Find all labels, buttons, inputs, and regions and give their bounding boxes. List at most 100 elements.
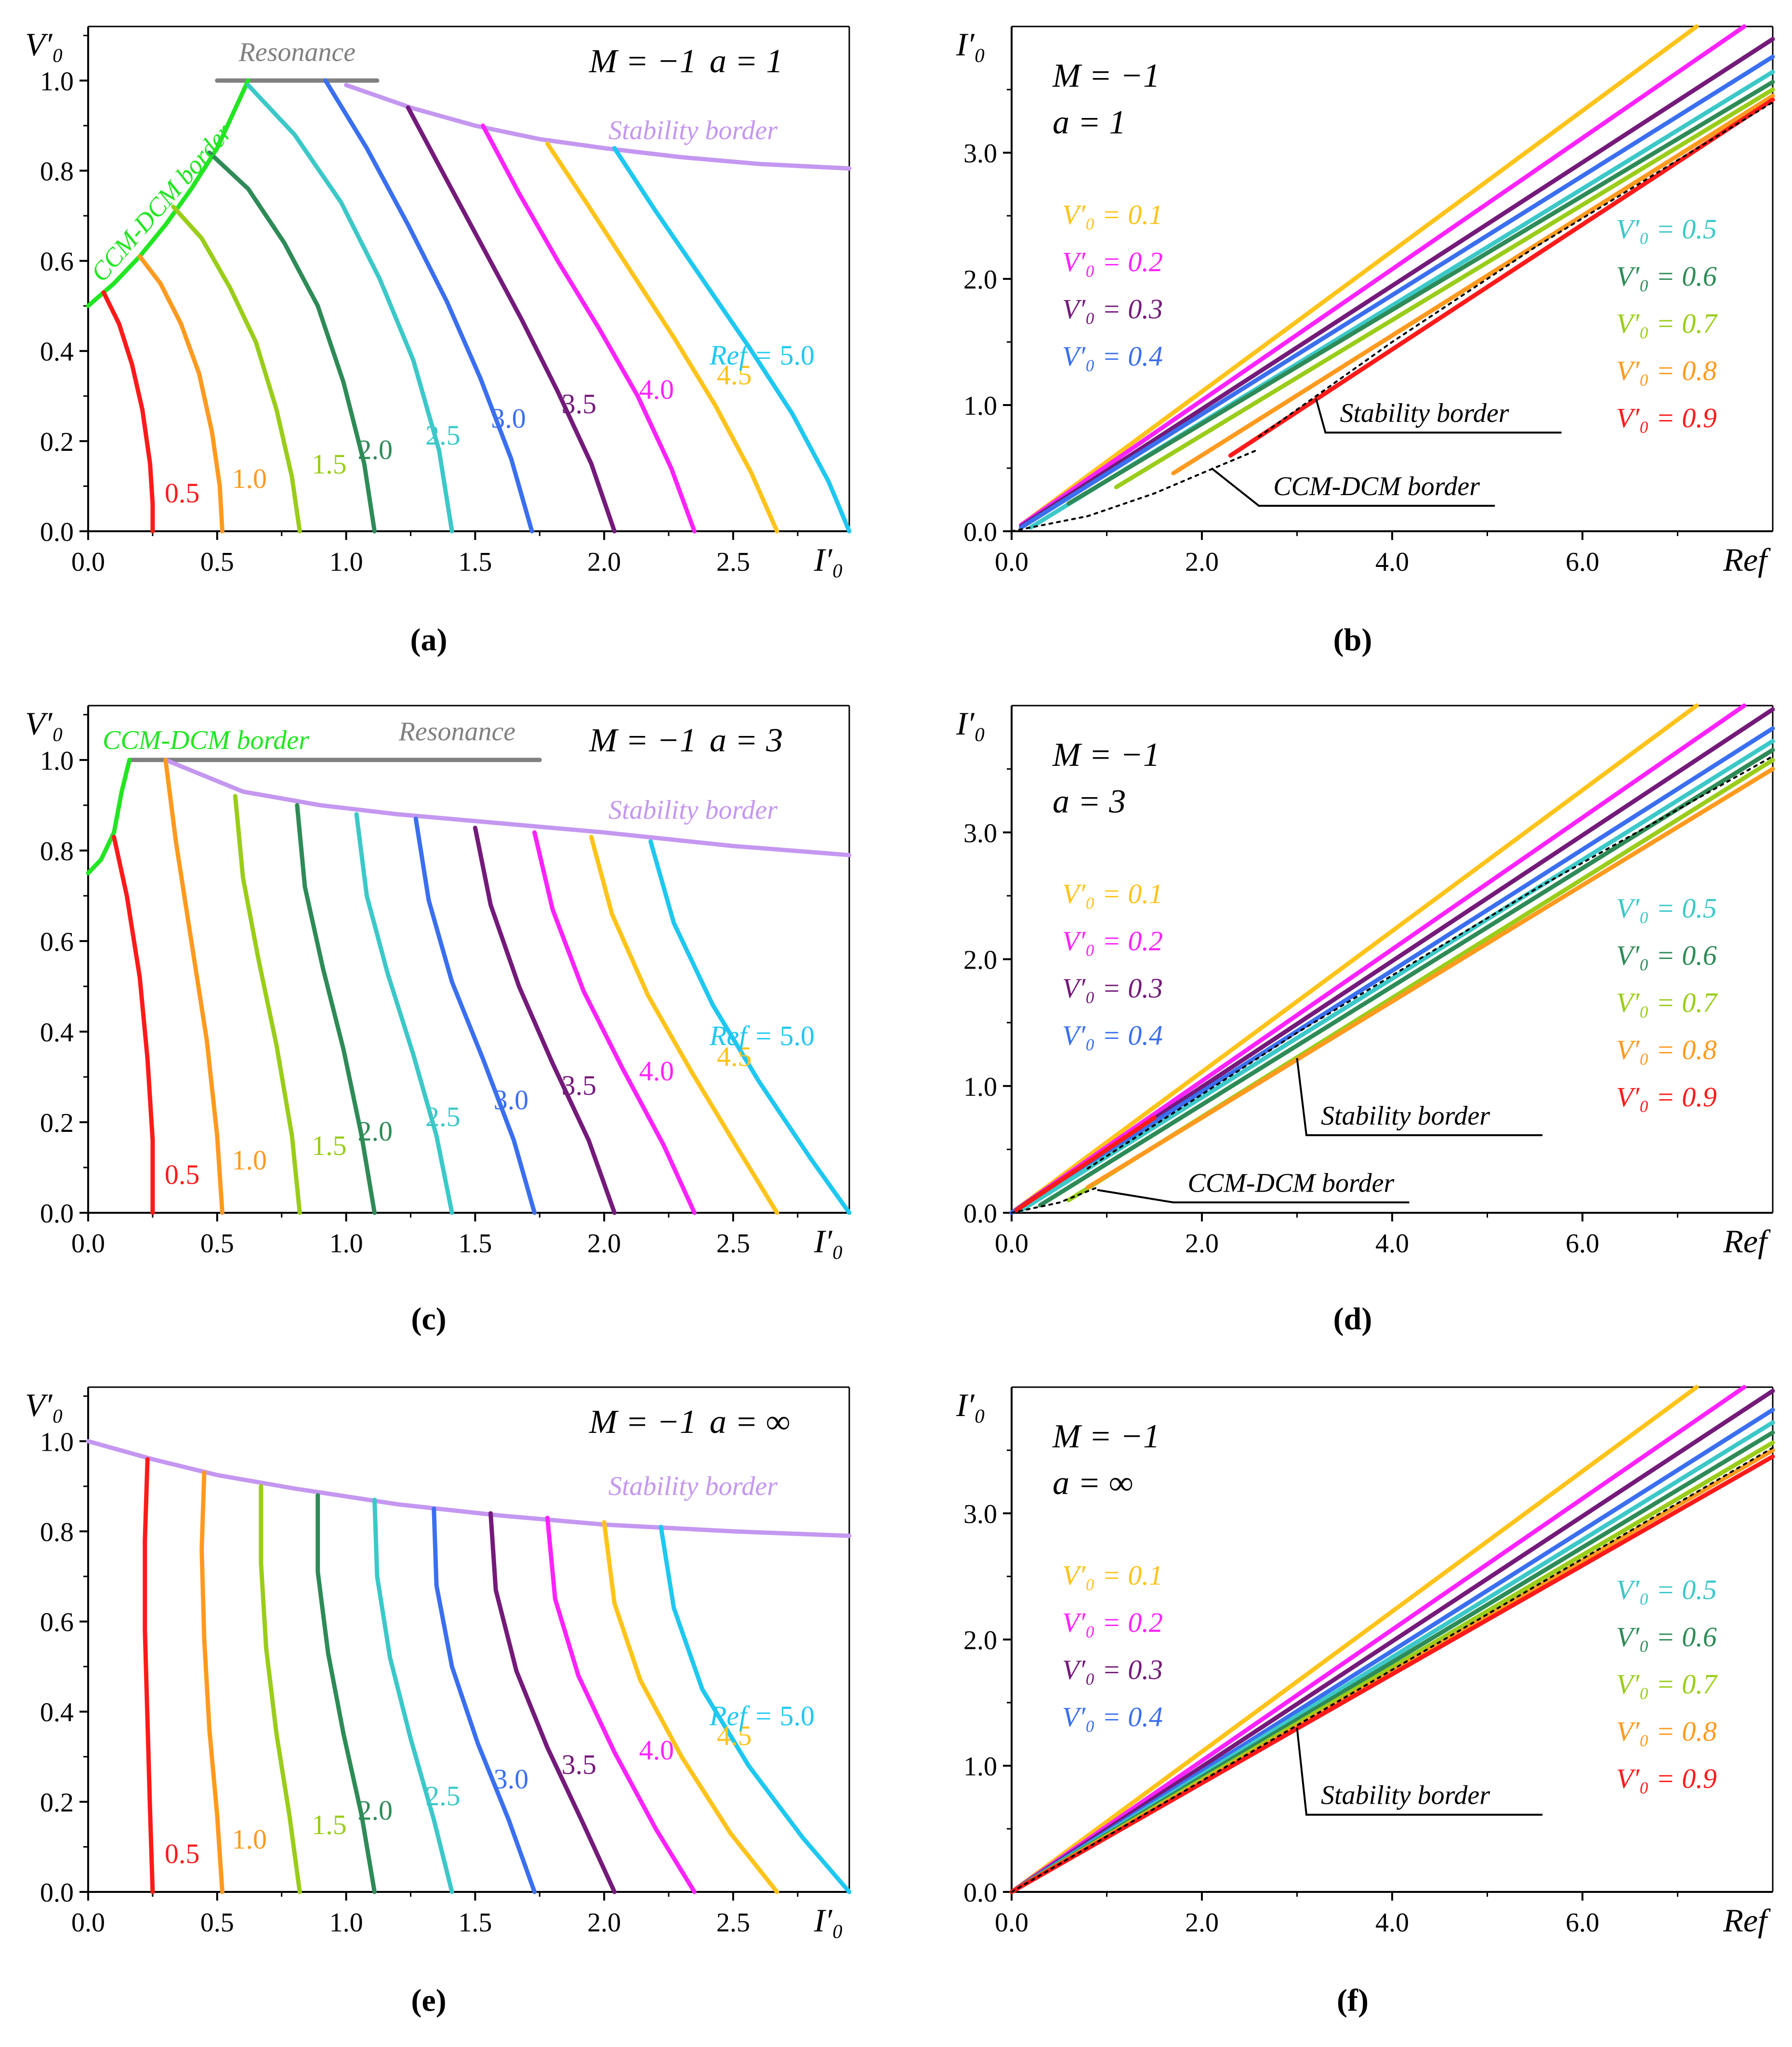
y-tick-label: 1.0 (963, 1072, 997, 1102)
title-a: a = 1 (1053, 104, 1126, 141)
y-tick-label: 2.0 (963, 1626, 997, 1655)
x-axis-label: Ref (1723, 1223, 1771, 1260)
y-tick-label: 0.0 (40, 1199, 74, 1229)
ref-curve-3.5 (488, 1511, 617, 1894)
ref-label-4.5: 4.5 (717, 359, 752, 391)
x-tick-label: 1.5 (458, 1229, 492, 1259)
ref-label-2.5: 2.5 (425, 420, 461, 451)
legend-left-item: V′₀ = 0.4 (1062, 341, 1163, 372)
x-tick-label: 1.5 (458, 547, 492, 577)
callout-label: Stability border (1321, 1781, 1490, 1811)
v-curve-0.2 (1019, 24, 1747, 527)
x-tick-label: 0.0 (71, 1229, 105, 1259)
v-curve-0.2 (1009, 1385, 1747, 1894)
ref-label-value: 5.0 (779, 340, 815, 371)
y-tick-label: 0.8 (40, 837, 74, 866)
ref-curve-3.0 (432, 1507, 537, 1894)
ccm-dcm-border-line (1011, 1186, 1098, 1214)
ref-label-value: 5.0 (779, 1700, 815, 1732)
x-tick-label: 0.0 (71, 547, 105, 577)
x-tick-label: 2.0 (1185, 547, 1219, 577)
stability-border-label: Stability border (608, 795, 777, 825)
y-axis-label: I′₀ (956, 1387, 986, 1423)
legend-left-item: V′₀ = 0.1 (1062, 878, 1163, 909)
callout-leader (1211, 467, 1495, 507)
ref-label-value: 5.0 (779, 1020, 815, 1051)
ref-label-0.5: 0.5 (165, 477, 200, 509)
stability-border-line (163, 758, 852, 857)
x-tick-label: 6.0 (1566, 1908, 1599, 1938)
ref-curve-1.0 (199, 1470, 224, 1894)
y-tick-label: 0.6 (40, 1608, 74, 1638)
callout-label: Stability border (1321, 1101, 1490, 1131)
ref-label-1.5: 1.5 (312, 448, 347, 480)
x-tick-label: 0.0 (995, 547, 1028, 577)
x-tick-label: 1.0 (329, 547, 363, 577)
ref-label-3.5: 3.5 (562, 388, 597, 420)
callout-leader (1097, 1189, 1410, 1204)
y-tick-label: 0.2 (40, 1788, 74, 1818)
stability-border-label: Stability border (608, 116, 777, 145)
v-curve-0.9 (1009, 1454, 1775, 1894)
ref-curve-1.0 (163, 758, 224, 1215)
x-tick-label: 2.0 (587, 1908, 621, 1938)
ref-label-5.0: Ref = 5.0 (709, 1700, 815, 1732)
title-a: a = 3 (1053, 783, 1126, 820)
stability-border-label: Stability border (608, 1471, 777, 1501)
ref-label-prefix: Ref = (709, 1700, 779, 1732)
ref-curve-1.5 (233, 794, 302, 1215)
panel-label: (e) (411, 1983, 446, 2018)
legend-right-item: V′₀ = 0.9 (1616, 1763, 1717, 1794)
x-tick-label: 1.0 (329, 1229, 363, 1259)
ref-curve-1.5 (171, 204, 302, 534)
legend-right-item: V′₀ = 0.8 (1616, 355, 1717, 386)
panel-label: (f) (1337, 1983, 1369, 2018)
ref-label-prefix: Ref = (709, 340, 779, 371)
v-curve-0.8 (1085, 767, 1775, 1190)
y-tick-label: 0.0 (40, 1878, 74, 1908)
ref-curve-3.0 (323, 78, 534, 534)
ref-curve-5.0 (659, 1524, 852, 1894)
ref-label-2.5: 2.5 (425, 1780, 461, 1811)
ref-label-0.5: 0.5 (165, 1159, 200, 1190)
ref-label-prefix: Ref = (709, 1020, 779, 1051)
ref-curve-4.0 (481, 123, 697, 534)
ref-curve-2.0 (316, 1493, 377, 1894)
y-tick-label: 0.2 (40, 1108, 74, 1138)
ref-curve-2.5 (354, 812, 454, 1215)
v-curve-0.2 (1009, 703, 1747, 1215)
ref-label-1.5: 1.5 (312, 1130, 347, 1161)
y-tick-label: 3.0 (963, 139, 997, 169)
v-curve-0.3 (1019, 37, 1775, 528)
x-tick-label: 1.0 (329, 1908, 363, 1938)
x-tick-label: 6.0 (1566, 547, 1599, 577)
callout-leader (1315, 398, 1562, 434)
y-tick-label: 0.4 (40, 337, 74, 367)
x-tick-label: 4.0 (1375, 547, 1409, 577)
legend-right-item: V′₀ = 0.6 (1616, 261, 1717, 292)
v-curve-0.6 (1038, 748, 1775, 1207)
stability-border-line (1011, 1446, 1774, 1893)
legend-left-item: V′₀ = 0.1 (1062, 199, 1163, 230)
legend-right-item: V′₀ = 0.5 (1616, 892, 1717, 924)
ref-curve-2.0 (207, 150, 377, 534)
ref-label-4.5: 4.5 (717, 1041, 752, 1072)
ref-label-4.5: 4.5 (717, 1720, 752, 1751)
x-tick-label: 0.0 (995, 1908, 1028, 1938)
x-tick-label: 4.0 (1375, 1229, 1409, 1259)
resonance-label: Resonance (238, 38, 356, 67)
ref-label-3.5: 3.5 (562, 1749, 597, 1780)
legend-right-item: V′₀ = 0.6 (1616, 1621, 1717, 1653)
legend-right-item: V′₀ = 0.5 (1616, 213, 1717, 245)
x-axis-label: I′₀ (814, 1902, 843, 1939)
legend-right-item: V′₀ = 0.6 (1616, 940, 1717, 971)
y-tick-label: 1.0 (963, 1752, 997, 1782)
legend-right-item: V′₀ = 0.7 (1616, 308, 1718, 339)
ref-curve-0.5 (101, 290, 155, 534)
title-a: a = 1 (710, 43, 783, 80)
legend-left-item: V′₀ = 0.3 (1062, 293, 1163, 325)
legend-left-item: V′₀ = 0.2 (1062, 925, 1163, 957)
resonance-label: Resonance (398, 717, 516, 747)
stability-border-line (344, 83, 852, 171)
